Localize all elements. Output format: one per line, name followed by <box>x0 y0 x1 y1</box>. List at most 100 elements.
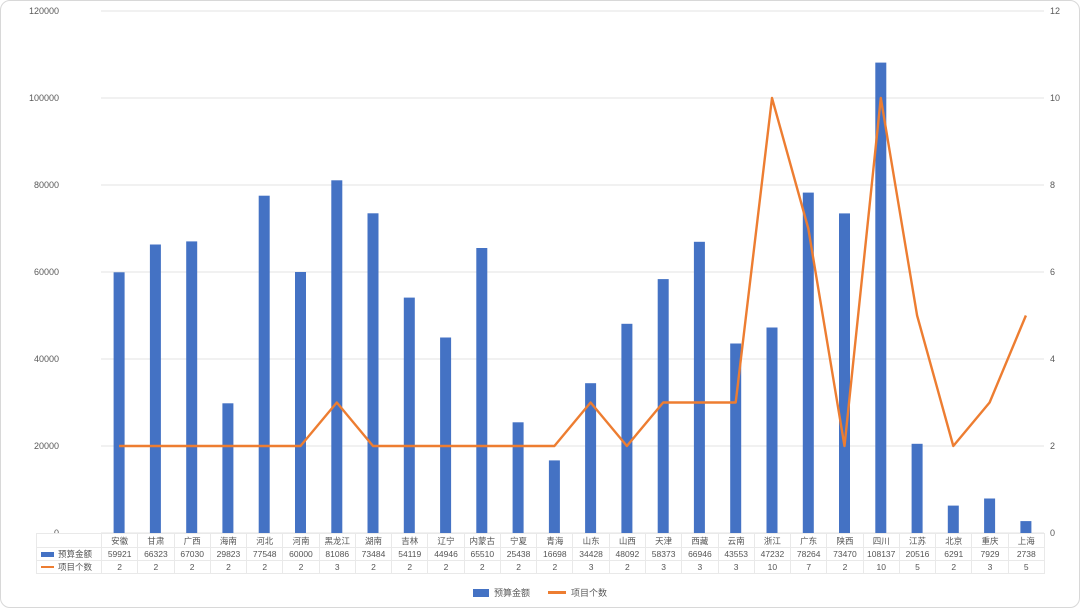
legend-label-budget: 预算金额 <box>493 588 530 598</box>
budget-value-cell: 108137 <box>863 548 900 561</box>
budget-row-label-text: 预算金额 <box>58 549 93 559</box>
line-series-count <box>119 96 1028 448</box>
budget-value-cell: 58373 <box>645 548 683 561</box>
left-axis-tick: 20000 <box>33 440 59 451</box>
budget-value-cell: 65510 <box>464 548 501 561</box>
x-axis-label: 湖南 <box>355 534 393 548</box>
count-value-cell: 3 <box>645 561 683 574</box>
bar-吉林 <box>403 297 415 533</box>
count-value-cell: 2 <box>827 561 864 574</box>
x-axis-label: 宁夏 <box>500 534 538 548</box>
count-value-cell: 3 <box>573 561 610 574</box>
budget-value-cell: 16698 <box>537 548 574 561</box>
bar-山东 <box>585 383 597 533</box>
budget-value-cell: 73484 <box>355 548 393 561</box>
right-axis-tick: 12 <box>1050 5 1061 16</box>
count-value-cell: 5 <box>1008 561 1045 574</box>
left-axis-tick: 120000 <box>28 5 59 16</box>
count-value-cell: 3 <box>972 561 1009 574</box>
budget-value-cell: 25438 <box>500 548 538 561</box>
count-value-cell: 5 <box>899 561 937 574</box>
count-value-cell: 2 <box>355 561 393 574</box>
bar-安徽 <box>113 272 125 533</box>
plot-area <box>101 10 1044 534</box>
x-axis-label: 吉林 <box>392 534 429 548</box>
budget-value-cell: 66323 <box>138 548 175 561</box>
count-value-cell: 2 <box>174 561 211 574</box>
count-row-swatch-icon <box>41 566 54 568</box>
budget-value-cell: 34428 <box>573 548 610 561</box>
x-axis-label: 浙江 <box>754 534 792 548</box>
bar-西藏 <box>693 241 705 534</box>
x-axis-label: 云南 <box>718 534 755 548</box>
bar-山西 <box>621 323 633 533</box>
bar-宁夏 <box>512 422 524 533</box>
x-axis-label: 甘肃 <box>138 534 175 548</box>
left-axis-tick: 100000 <box>28 92 59 103</box>
x-axis-label: 海南 <box>210 534 248 548</box>
bar-重庆 <box>984 498 996 533</box>
budget-value-cell: 60000 <box>283 548 320 561</box>
budget-value-cell: 20516 <box>899 548 937 561</box>
x-axis-label: 上海 <box>1008 534 1045 548</box>
count-row-label-text: 项目个数 <box>58 562 93 572</box>
x-axis-label: 广东 <box>791 534 828 548</box>
count-value-cell: 2 <box>247 561 284 574</box>
bar-湖南 <box>367 213 379 534</box>
bar-天津 <box>657 279 669 533</box>
count-value-cell: 7 <box>791 561 828 574</box>
bar-浙江 <box>766 327 778 533</box>
bar-广西 <box>186 241 198 533</box>
budget-value-cell: 78264 <box>791 548 828 561</box>
budget-value-cell: 2738 <box>1008 548 1045 561</box>
budget-value-cell: 59921 <box>102 548 139 561</box>
x-axis-label: 安徽 <box>102 534 139 548</box>
x-axis-label: 广西 <box>174 534 211 548</box>
x-axis-label: 四川 <box>863 534 900 548</box>
budget-value-cell: 29823 <box>210 548 248 561</box>
x-axis-label: 北京 <box>936 534 973 548</box>
count-value-cell: 2 <box>500 561 538 574</box>
right-axis-tick: 0 <box>1050 527 1056 538</box>
bar-海南 <box>222 403 234 533</box>
x-axis-label: 内蒙古 <box>464 534 501 548</box>
count-value-cell: 2 <box>537 561 574 574</box>
budget-value-cell: 54119 <box>392 548 429 561</box>
count-value-cell: 10 <box>863 561 900 574</box>
left-axis-tick: 40000 <box>33 353 59 364</box>
count-value-cell: 3 <box>718 561 755 574</box>
budget-value-cell: 48092 <box>609 548 646 561</box>
table-corner-cell <box>37 534 102 548</box>
x-axis-label: 河南 <box>283 534 320 548</box>
left-axis-tick: 80000 <box>33 179 59 190</box>
legend: 预算金额 项目个数 <box>1 586 1079 599</box>
bar-上海 <box>1020 521 1032 533</box>
x-axis-label: 河北 <box>247 534 284 548</box>
count-value-cell: 2 <box>138 561 175 574</box>
bar-广东 <box>802 192 814 533</box>
budget-value-cell: 6291 <box>936 548 973 561</box>
budget-series-swatch-icon <box>472 588 489 597</box>
x-axis-label: 山西 <box>609 534 646 548</box>
count-value-cell: 2 <box>464 561 501 574</box>
legend-item-budget[interactable]: 预算金额 <box>472 586 530 599</box>
right-axis-tick: 8 <box>1050 179 1056 190</box>
count-value-cell: 2 <box>936 561 973 574</box>
bar-四川 <box>875 62 887 533</box>
legend-label-count: 项目个数 <box>571 588 608 598</box>
budget-row-swatch-icon <box>41 551 54 557</box>
bar-黑龙江 <box>331 180 343 534</box>
bar-云南 <box>730 343 742 533</box>
x-axis-label: 山东 <box>573 534 610 548</box>
legend-item-count[interactable]: 项目个数 <box>548 586 607 599</box>
bar-北京 <box>947 505 959 533</box>
bar-江苏 <box>911 443 923 533</box>
x-axis-label: 西藏 <box>682 534 719 548</box>
bar-甘肃 <box>149 244 161 533</box>
count-value-cell: 3 <box>319 561 356 574</box>
right-axis-tick: 6 <box>1050 266 1056 277</box>
count-value-cell: 2 <box>428 561 465 574</box>
count-value-cell: 2 <box>210 561 248 574</box>
budget-value-cell: 77548 <box>247 548 284 561</box>
